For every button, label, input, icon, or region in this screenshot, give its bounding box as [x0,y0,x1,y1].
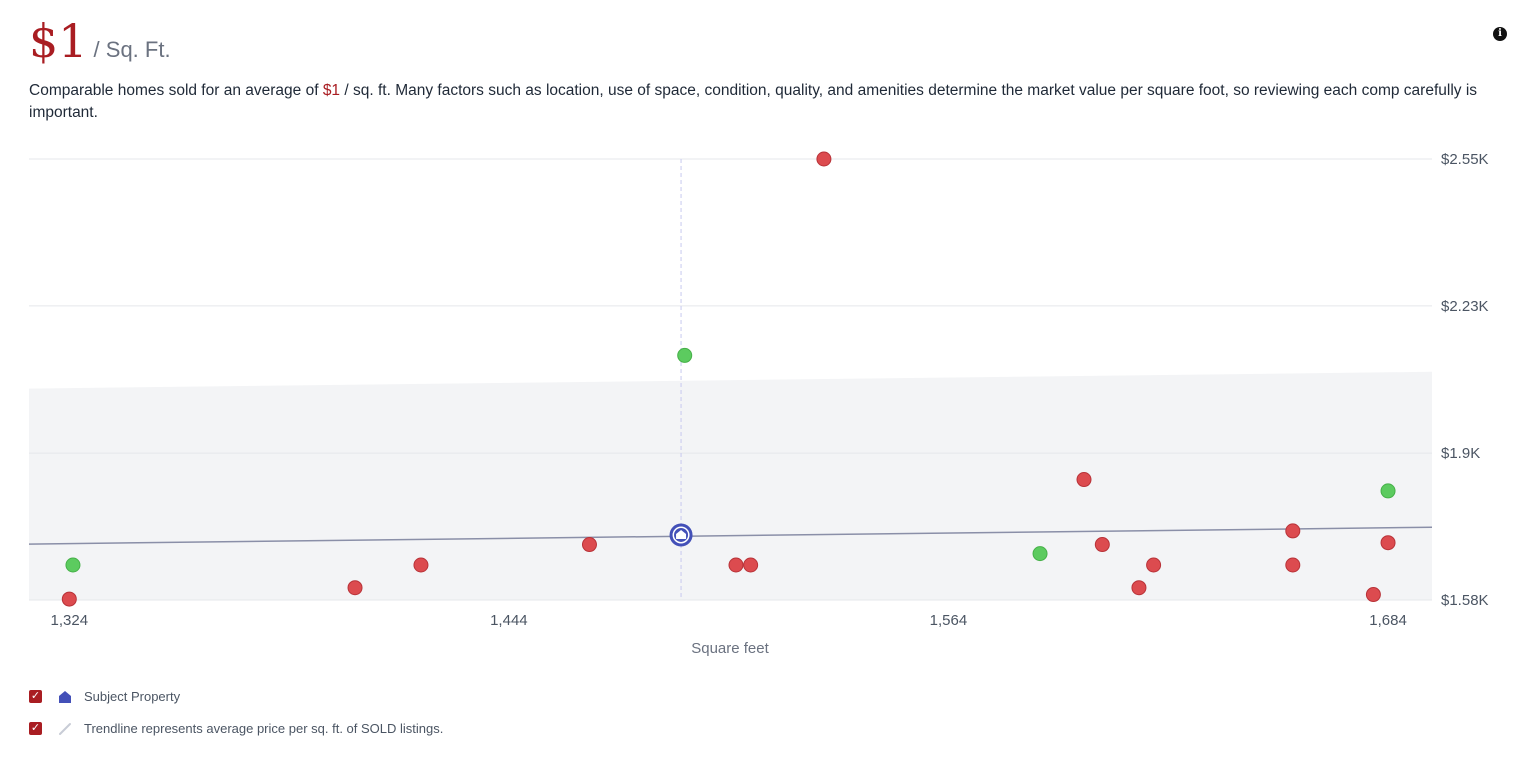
info-icon[interactable]: i [1493,27,1507,41]
x-axis-label: Square feet [691,640,769,657]
legend-subject-label: Subject Property [84,689,181,704]
description-suffix: / sq. ft. Many factors such as location,… [29,82,1478,121]
price-sqft-scatter-chart: $1.58K $1.9K $2.23K $2.55K 1,324 1,444 1,564 1,… [28,151,1489,657]
description: Comparable homes sold for an average of … [29,80,1489,124]
subject-checkbox[interactable]: ✓ [29,690,42,703]
description-value: $1 [322,82,341,99]
sold-comp-point [347,580,363,596]
price-per-sqft-header: $1 / Sq. Ft. [29,18,171,64]
sold-comp-point [1094,537,1110,553]
sold-comp-point [1146,557,1162,573]
legend-trendline[interactable]: ✓ Trendline represents average price per… [29,721,443,736]
sold-comp-point [1365,587,1381,603]
sold-comp-point [1076,472,1092,488]
sold-comp-point [1285,557,1301,573]
active-comp-point [1380,483,1396,499]
sold-comp-point [61,591,77,607]
sold-comp-point [728,557,744,573]
sold-comp-point [743,557,759,573]
house-icon [59,690,71,703]
sold-comp-point [413,557,429,573]
y-tick-label: $2.23K [1441,298,1489,315]
y-tick-label: $1.9K [1441,445,1480,462]
sold-comp-point [1285,523,1301,539]
legend-trendline-label: Trendline represents average price per s… [84,721,444,736]
active-comp-point [677,347,693,363]
price-unit: / Sq. Ft. [93,37,171,62]
x-tick-label: 1,684 [1369,612,1407,629]
active-comp-point [65,557,81,573]
sold-comp-point [816,151,832,167]
sold-comp-point [581,537,597,553]
y-tick-label: $2.55K [1441,151,1489,168]
sold-comp-point [1380,535,1396,551]
subject-property-marker [669,523,693,547]
price-value: $1 [29,14,88,68]
x-tick-label: 1,324 [51,612,89,629]
house-icon [676,529,687,539]
trendline-icon [59,722,71,735]
active-comp-point [1032,546,1048,562]
sold-comp-point [1131,580,1147,596]
trendline [28,526,1433,545]
legend-subject[interactable]: ✓ Subject Property [29,689,180,704]
x-tick-label: 1,444 [490,612,528,629]
y-tick-label: $1.58K [1441,592,1489,609]
trendline-checkbox[interactable]: ✓ [29,722,42,735]
description-prefix: Comparable homes sold for an average of [29,82,323,99]
x-tick-label: 1,564 [930,612,968,629]
trend-band [29,371,1432,600]
